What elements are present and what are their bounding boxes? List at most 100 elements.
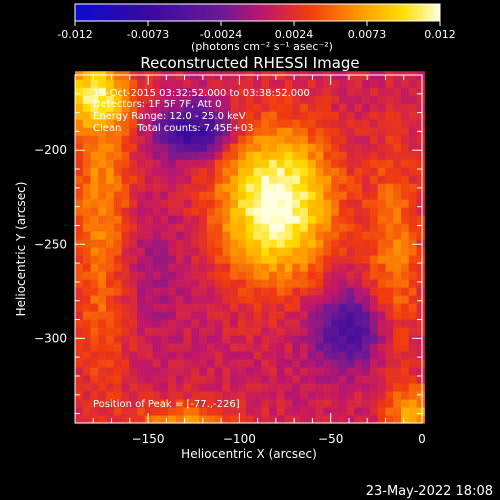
- heatmap-cell: [106, 119, 115, 128]
- heatmap-cell: [106, 223, 115, 232]
- heatmap-cell: [238, 167, 247, 176]
- heatmap-cell: [315, 119, 324, 128]
- y-tick-label: −250: [34, 237, 67, 251]
- heatmap-cell: [144, 319, 154, 328]
- heatmap-cell: [401, 111, 410, 120]
- heatmap-cell: [238, 151, 247, 160]
- heatmap-cell: [307, 151, 317, 160]
- heatmap-cell: [362, 159, 371, 168]
- heatmap-cell: [168, 215, 177, 224]
- heatmap-cell: [261, 111, 270, 120]
- heatmap-cell: [323, 223, 332, 232]
- heatmap-cell: [144, 183, 154, 192]
- heatmap-cell: [144, 231, 154, 240]
- heatmap-cell: [276, 279, 286, 288]
- heatmap-cell: [393, 399, 402, 408]
- heatmap-cell: [245, 87, 255, 96]
- heatmap-cell: [82, 271, 92, 280]
- heatmap-cell: [416, 87, 425, 96]
- heatmap-cell: [377, 399, 387, 408]
- heatmap-cell: [82, 135, 92, 144]
- heatmap-cell: [121, 391, 130, 400]
- heatmap-cell: [245, 311, 255, 320]
- heatmap-cell: [269, 231, 278, 240]
- heatmap-cell: [152, 407, 161, 416]
- heatmap-cell: [292, 239, 301, 248]
- heatmap-cell: [152, 135, 161, 144]
- heatmap-cell: [385, 239, 394, 248]
- heatmap-cell: [106, 295, 115, 304]
- heatmap-cell: [230, 175, 239, 184]
- heatmap-cell: [90, 367, 99, 376]
- heatmap-cell: [276, 159, 286, 168]
- heatmap-cell: [199, 143, 208, 152]
- heatmap-cell: [129, 399, 138, 408]
- heatmap-cell: [82, 287, 92, 296]
- heatmap-cell: [238, 327, 247, 336]
- heatmap-cell: [106, 391, 115, 400]
- heatmap-cell: [284, 127, 293, 136]
- heatmap-cell: [377, 279, 387, 288]
- heatmap-cell: [331, 311, 340, 320]
- heatmap-cell: [191, 111, 200, 120]
- heatmap-cell: [393, 207, 402, 216]
- heatmap-cell: [106, 183, 115, 192]
- heatmap-cell: [175, 271, 185, 280]
- heatmap-cell: [269, 375, 278, 384]
- heatmap-cell: [292, 407, 301, 416]
- heatmap-cell: [300, 135, 309, 144]
- heatmap-cell: [300, 327, 309, 336]
- heatmap-cell: [315, 263, 324, 272]
- heatmap-cell: [90, 255, 99, 264]
- heatmap-cell: [113, 151, 123, 160]
- heatmap-cell: [362, 95, 371, 104]
- heatmap-cell: [230, 71, 239, 80]
- heatmap-cell: [98, 407, 107, 416]
- heatmap-cell: [245, 287, 255, 296]
- heatmap-cell: [206, 391, 216, 400]
- heatmap-cell: [222, 327, 231, 336]
- heatmap-cell: [354, 183, 363, 192]
- heatmap-cell: [292, 295, 301, 304]
- heatmap-cell: [408, 223, 418, 232]
- heatmap-cell: [113, 87, 123, 96]
- heatmap-cell: [160, 263, 169, 272]
- heatmap-cell: [214, 231, 224, 240]
- heatmap-cell: [160, 383, 169, 392]
- heatmap-cell: [137, 95, 146, 104]
- heatmap-cell: [292, 351, 301, 360]
- heatmap-cell: [346, 151, 356, 160]
- heatmap-cell: [106, 135, 115, 144]
- heatmap-cell: [222, 247, 231, 256]
- heatmap-cell: [354, 335, 363, 344]
- heatmap-cell: [199, 87, 208, 96]
- heatmap-cell: [214, 207, 224, 216]
- heatmap-cell: [253, 183, 262, 192]
- heatmap-cell: [191, 191, 200, 200]
- heatmap-cell: [82, 167, 92, 176]
- heatmap-cell: [377, 263, 387, 272]
- heatmap-cell: [300, 239, 309, 248]
- heatmap-cell: [206, 175, 216, 184]
- heatmap-cell: [144, 151, 154, 160]
- heatmap-cell: [245, 279, 255, 288]
- heatmap-cell: [338, 79, 348, 88]
- heatmap-cell: [416, 159, 425, 168]
- heatmap-cell: [160, 207, 169, 216]
- heatmap-cell: [377, 367, 387, 376]
- heatmap-cell: [113, 127, 123, 136]
- heatmap-cell: [323, 319, 332, 328]
- heatmap-cell: [338, 367, 348, 376]
- heatmap-cell: [408, 215, 418, 224]
- heatmap-cell: [284, 119, 293, 128]
- heatmap-cell: [377, 327, 387, 336]
- heatmap-cell: [152, 271, 161, 280]
- heatmap-cell: [106, 271, 115, 280]
- heatmap-cell: [191, 223, 200, 232]
- heatmap-cell: [300, 367, 309, 376]
- heatmap-cell: [113, 343, 123, 352]
- heatmap-cell: [183, 191, 193, 200]
- heatmap-cell: [160, 231, 169, 240]
- heatmap-cell: [168, 183, 177, 192]
- heatmap-cell: [152, 167, 161, 176]
